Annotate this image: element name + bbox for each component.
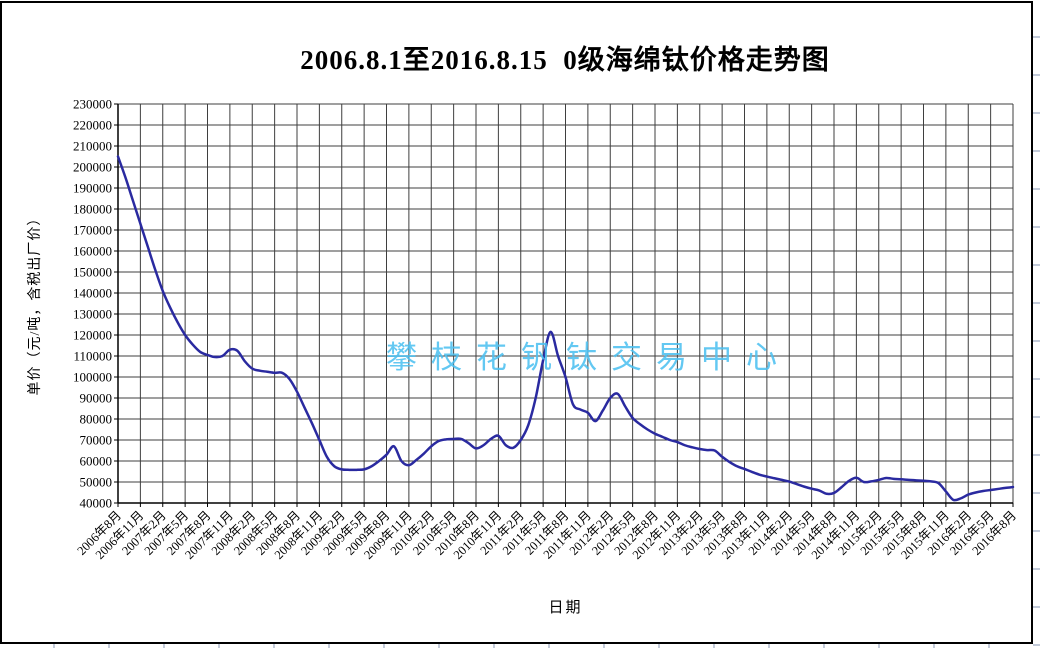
y-tick-label: 180000 — [73, 202, 112, 217]
spreadsheet-edge-bottom — [0, 644, 1033, 648]
x-axis-title: 日期 — [548, 600, 583, 616]
y-tick-label: 160000 — [73, 244, 112, 259]
y-tick-label: 220000 — [73, 118, 112, 133]
y-tick-label: 120000 — [73, 328, 112, 343]
y-tick-label: 200000 — [73, 160, 112, 175]
y-tick-label: 110000 — [73, 349, 112, 364]
price-line-series — [116, 155, 1015, 502]
chart-title: 2006.8.1至2016.8.15 0级海绵钛价格走势图 — [300, 45, 830, 75]
y-tick-label: 210000 — [73, 139, 112, 154]
y-tick-label: 40000 — [80, 496, 113, 511]
y-tick-label: 150000 — [73, 265, 112, 280]
y-tick-label: 90000 — [80, 391, 113, 406]
y-tick-label: 140000 — [73, 286, 112, 301]
y-tick-label: 170000 — [73, 223, 112, 238]
x-tick-labels: 2006年8月2006年11月2007年2月2007年5月2007年8月2007… — [74, 508, 1019, 562]
y-tick-labels: 40000 50000 60000 70000 80000 90000 100000 1100… — [73, 97, 112, 511]
spreadsheet-edge-right — [1033, 0, 1040, 648]
y-tick-label: 70000 — [80, 433, 113, 448]
watermark-text: 攀枝花钒钛交易中心 — [386, 340, 791, 375]
y-tick-label: 100000 — [73, 370, 112, 385]
y-tick-label: 50000 — [80, 475, 113, 490]
y-tick-label: 130000 — [73, 307, 112, 322]
y-tick-label: 230000 — [73, 97, 112, 112]
y-axis-title: 单价（元/吨，含税出厂价） — [28, 210, 43, 396]
y-tick-label: 80000 — [80, 412, 113, 427]
y-tick-label: 60000 — [80, 454, 113, 469]
y-tick-label: 190000 — [73, 181, 112, 196]
gridlines — [118, 103, 1014, 503]
axis-ticks — [114, 103, 1014, 507]
